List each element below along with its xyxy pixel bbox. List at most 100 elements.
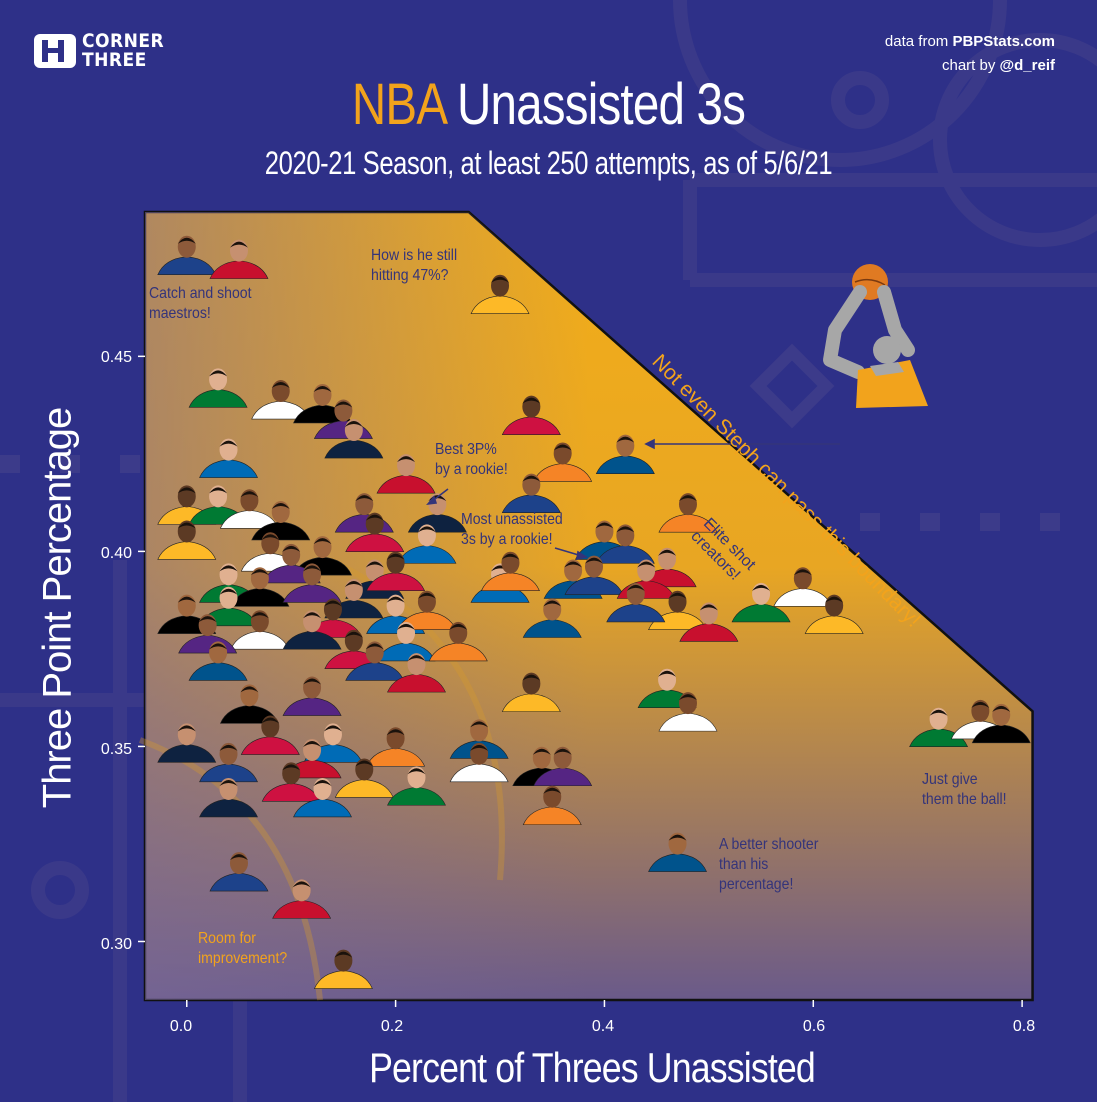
player-hair	[250, 569, 269, 576]
player-point	[188, 641, 248, 681]
player-hair	[261, 534, 280, 541]
player-point	[282, 610, 342, 650]
player-hair	[282, 764, 301, 771]
player-point	[595, 524, 655, 564]
arrow-head-rookie-most	[576, 550, 589, 561]
player-hair	[699, 604, 718, 611]
annotation-best-rookie: Best 3P% by a rookie!	[435, 441, 508, 478]
player-hair	[365, 643, 384, 650]
player-point	[261, 762, 321, 802]
player-point	[658, 493, 718, 533]
player-hair	[491, 276, 510, 283]
player-hair	[303, 678, 322, 685]
player-hair	[668, 834, 687, 841]
x-tick-label: 0.8	[1012, 1018, 1036, 1035]
player-hair	[209, 643, 228, 650]
player-point	[449, 742, 509, 783]
y-axis-label: Three Point Percentage	[35, 407, 80, 809]
player-hair	[407, 768, 426, 775]
player-point	[240, 715, 300, 755]
player-hair	[616, 436, 635, 443]
player-hair	[428, 495, 447, 502]
player-point	[648, 832, 707, 872]
player-point	[533, 442, 593, 482]
player-hair	[334, 951, 353, 958]
player-point	[313, 949, 373, 989]
player-point	[804, 594, 864, 634]
player-hair	[658, 549, 677, 556]
logo-mark-icon	[34, 34, 76, 68]
annotation-give-ball: Just give them the ball!	[922, 771, 1007, 808]
player-hair	[282, 545, 301, 552]
player-hair	[992, 705, 1011, 712]
player-hair	[271, 502, 290, 509]
x-tick-label: 0.6	[802, 1018, 826, 1035]
player-hair	[261, 717, 280, 724]
player-hair	[240, 686, 259, 693]
player-hair	[522, 674, 541, 681]
player-hair	[344, 581, 363, 587]
player-point	[387, 766, 446, 806]
player-hair	[303, 740, 322, 747]
player-point	[157, 723, 217, 763]
player-hair	[303, 565, 322, 572]
logo-line2: THREE	[82, 49, 147, 71]
player-hair	[616, 526, 635, 533]
arrow-head-rookie-best	[426, 495, 438, 506]
player-hair	[637, 561, 656, 568]
player-hair	[501, 553, 520, 560]
player-point	[188, 368, 248, 408]
player-point	[387, 653, 446, 693]
region-shade	[145, 212, 1033, 1000]
player-point	[199, 438, 258, 478]
y-tick-label: 0.40	[100, 545, 132, 562]
logo-line1: CORNER	[82, 30, 165, 52]
player-hair	[177, 487, 196, 494]
player-point	[345, 512, 405, 552]
player-hair	[219, 565, 238, 572]
player-point	[595, 434, 655, 474]
player-point	[522, 785, 582, 826]
player-hair	[386, 596, 405, 603]
player-point	[324, 419, 384, 459]
credits-author: chart by @d_reif	[941, 57, 1055, 74]
player-hair	[397, 623, 416, 630]
player-hair	[303, 612, 322, 619]
player-hair	[177, 522, 196, 529]
player-hair	[323, 600, 342, 607]
y-tick-label: 0.30	[100, 936, 132, 953]
title-rest: Unassisted 3s	[457, 72, 746, 137]
player-hair	[585, 557, 603, 564]
player-hair	[752, 584, 771, 591]
player-hair	[365, 514, 384, 521]
player-point	[470, 274, 530, 315]
chart-title: NBA Unassisted 3s	[99, 70, 999, 140]
player-hair	[532, 748, 551, 755]
player-point	[481, 551, 540, 591]
player-hair	[240, 491, 259, 498]
player-hair	[522, 397, 541, 404]
player-point	[209, 239, 269, 279]
player-point	[209, 852, 269, 892]
player-point	[533, 746, 593, 787]
player-hair	[417, 592, 436, 599]
player-point	[522, 598, 582, 638]
player-hair	[386, 729, 405, 736]
player-hair	[334, 401, 353, 408]
player-point	[606, 582, 666, 623]
annotation-catch-shoot: Catch and shoot maestros!	[149, 285, 252, 322]
player-point	[731, 582, 791, 623]
player-hair	[209, 370, 228, 377]
player-point	[272, 879, 332, 919]
player-hair	[177, 596, 196, 603]
player-point	[428, 621, 488, 662]
player-hair	[365, 561, 384, 568]
player-point	[293, 777, 352, 818]
x-tick-label: 0.0	[169, 1018, 193, 1035]
player-hair	[658, 670, 677, 677]
player-hair	[250, 612, 269, 619]
player-hair	[678, 495, 697, 502]
player-hair	[397, 456, 416, 463]
